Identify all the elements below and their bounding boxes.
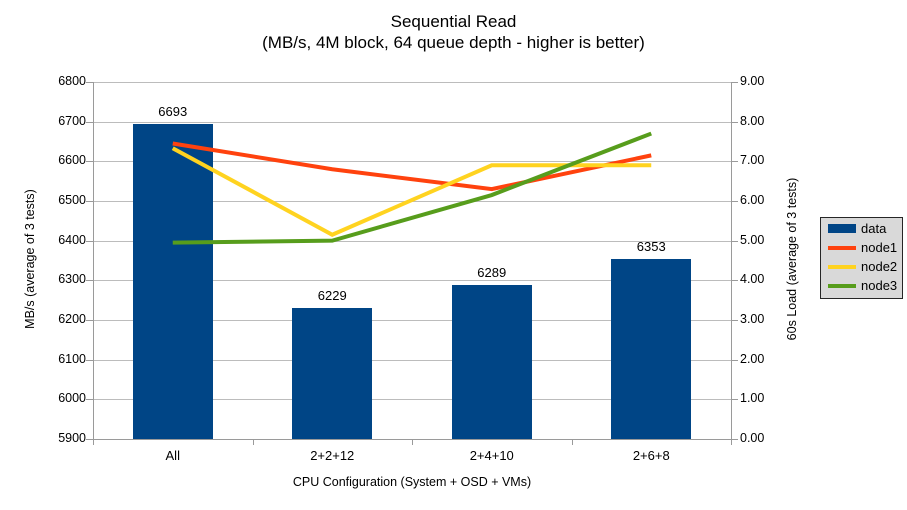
tick-label-left: 6800 xyxy=(58,74,86,88)
tick-label-right: 7.00 xyxy=(740,153,765,168)
category-label: 2+6+8 xyxy=(632,448,670,463)
y-axis-right-tick xyxy=(731,82,738,83)
tick-label-right: 0.00 xyxy=(740,431,765,445)
x-axis-tick xyxy=(93,439,94,445)
bar-value-label: 6289 xyxy=(477,264,507,280)
bar-data xyxy=(292,308,373,439)
gridline xyxy=(93,399,731,401)
y-axis-right-tick xyxy=(731,161,738,163)
axis-title-left: MB/s (average of 3 tests) xyxy=(23,189,37,329)
line-series-overlay xyxy=(171,131,652,245)
legend-box: data node1 node2 node3 xyxy=(820,217,903,299)
x-axis-tick xyxy=(571,439,573,445)
legend-label-node3: node3 xyxy=(861,277,898,293)
legend-label-data: data xyxy=(861,220,887,236)
tick-label-right: 9.00 xyxy=(740,74,765,88)
tick-label-left: 6500 xyxy=(58,193,86,207)
y-axis-left-tick xyxy=(86,82,93,83)
tick-label-left: 6200 xyxy=(58,312,86,326)
tick-label-left: 6400 xyxy=(58,232,86,247)
gridline xyxy=(93,240,731,242)
gridline xyxy=(93,121,731,123)
bar-value-label: 6229 xyxy=(317,288,347,304)
y-axis-left-tick xyxy=(86,439,93,440)
axis-title-x: CPU Configuration (System + OSD + VMs) xyxy=(292,475,532,489)
legend-swatch-node3 xyxy=(828,283,856,288)
y-axis-right-tick xyxy=(731,121,738,123)
y-axis-left-tick xyxy=(86,280,93,282)
line-node3 xyxy=(172,131,652,245)
tick-label-left: 6700 xyxy=(58,113,86,128)
tick-label-right: 6.00 xyxy=(740,193,765,207)
y-axis-left-tick xyxy=(86,201,93,202)
y-axis-right-line xyxy=(731,82,732,439)
y-axis-left-tick xyxy=(86,121,93,123)
category-label: 2+2+12 xyxy=(310,448,355,463)
legend-swatch-node1 xyxy=(828,245,856,250)
bar-data xyxy=(451,284,532,439)
category-label: All xyxy=(165,448,180,463)
tick-label-right: 5.00 xyxy=(740,232,765,247)
x-axis-tick xyxy=(731,439,732,445)
bar-data xyxy=(611,259,692,439)
x-axis-tick xyxy=(252,439,254,445)
tick-label-left: 5900 xyxy=(58,431,86,445)
tick-label-right: 1.00 xyxy=(740,391,765,406)
y-axis-right-tick xyxy=(731,399,738,401)
legend-label-node1: node1 xyxy=(861,239,898,255)
gridline xyxy=(93,280,731,282)
gridline xyxy=(93,359,731,361)
tick-label-right: 2.00 xyxy=(740,351,765,366)
y-axis-right-tick xyxy=(731,320,738,321)
tick-label-right: 8.00 xyxy=(740,113,765,128)
y-axis-left-line xyxy=(93,82,94,439)
y-axis-left-tick xyxy=(86,240,93,242)
y-axis-right-tick xyxy=(731,240,738,242)
gridline xyxy=(93,82,731,83)
tick-label-left: 6600 xyxy=(58,153,86,168)
gridline xyxy=(93,320,731,321)
line-node1 xyxy=(172,141,652,192)
gridline xyxy=(93,161,731,163)
y-axis-left-tick xyxy=(86,399,93,401)
bar-value-label: 6353 xyxy=(636,239,666,255)
y-axis-left-tick xyxy=(86,359,93,361)
category-label: 2+4+10 xyxy=(469,448,514,463)
y-axis-right-tick xyxy=(731,280,738,282)
bar-data xyxy=(132,124,213,439)
chart-subtitle: (MB/s, 4M block, 64 queue depth - higher… xyxy=(262,33,645,52)
tick-label-right: 3.00 xyxy=(740,312,765,326)
legend-swatch-data xyxy=(828,224,856,233)
tick-label-right: 4.00 xyxy=(740,272,765,287)
legend-swatch-node2 xyxy=(828,264,856,269)
bar-value-label: 6693 xyxy=(158,104,188,120)
tick-label-left: 6000 xyxy=(58,391,86,406)
tick-label-left: 6100 xyxy=(58,351,86,366)
axis-title-right: 60s Load (average of 3 tests) xyxy=(785,177,799,341)
tick-label-left: 6300 xyxy=(58,272,86,287)
y-axis-right-tick xyxy=(731,359,738,361)
x-axis-tick xyxy=(412,439,413,445)
y-axis-left-tick xyxy=(86,320,93,321)
y-axis-right-tick xyxy=(731,201,738,202)
y-axis-left-tick xyxy=(86,161,93,163)
y-axis-right-tick xyxy=(731,439,738,440)
legend-label-node2: node2 xyxy=(861,258,898,274)
chart-title: Sequential Read xyxy=(390,12,517,31)
